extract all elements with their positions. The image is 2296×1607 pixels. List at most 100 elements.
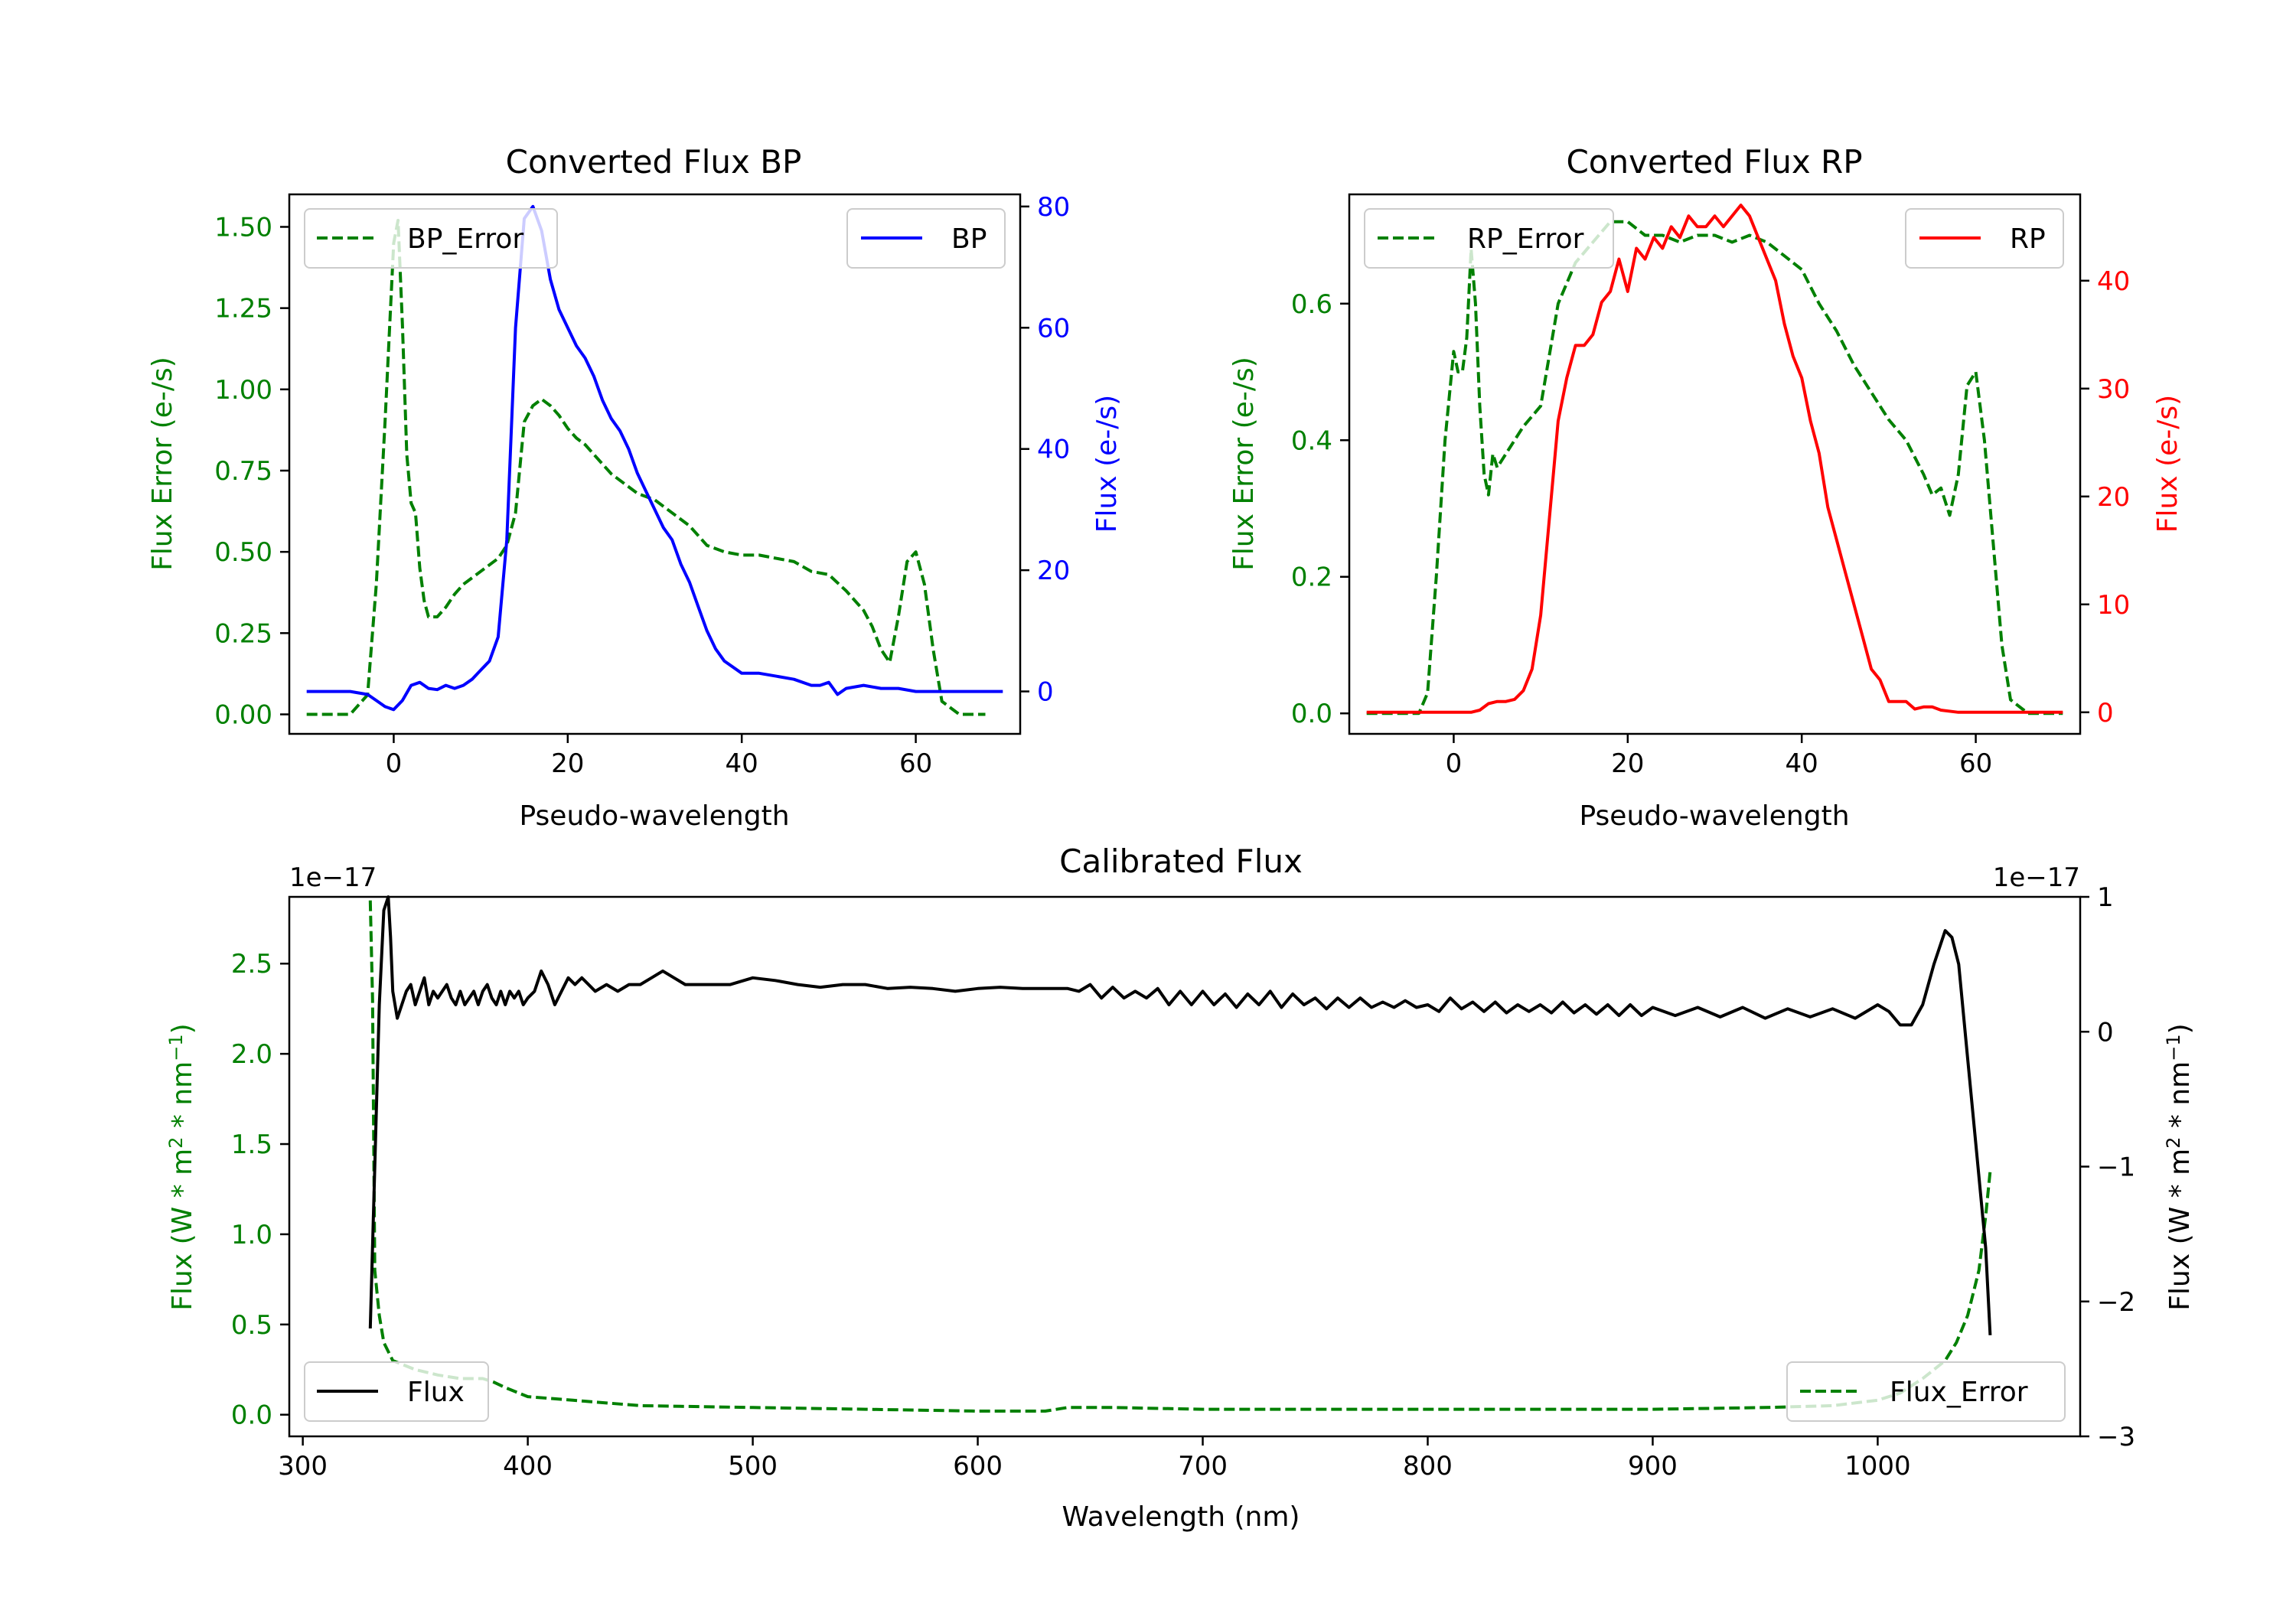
rp-x-ticks: 0 20 40 60 xyxy=(1446,734,1992,779)
rp-right-tick-label: 40 xyxy=(2097,266,2130,297)
rp-right-tick-label: 0 xyxy=(2097,698,2114,729)
bp-x-tick-label: 20 xyxy=(551,748,584,779)
bp-left-tick-label: 0.75 xyxy=(214,456,272,487)
calibrated-flux-legend[interactable]: Flux xyxy=(304,1361,489,1422)
bp-axes-frame xyxy=(288,193,1022,735)
rp-error-legend-label: RP_Error xyxy=(1467,223,1584,255)
bp-left-ticks: 0.00 0.25 0.50 0.75 1.00 1.25 1.50 xyxy=(214,212,289,731)
cal-left-tick-label: 0.0 xyxy=(231,1400,272,1431)
rp-legend-box xyxy=(1905,208,2064,269)
calibrated-left-axis-label: Flux (W * m2 * nm−1) xyxy=(165,1023,198,1310)
bp-x-axis-label: Pseudo-wavelength xyxy=(519,800,789,832)
calibrated-right-offset-text: 1e−17 xyxy=(1993,862,2080,893)
calibrated-right-axis-label: Flux (W * m2 * nm−1) xyxy=(2163,1023,2196,1310)
bp-right-tick-label: 80 xyxy=(1037,192,1070,223)
calibrated-x-axis-label: Wavelength (nm) xyxy=(1062,1501,1300,1533)
cal-right-tick-label: 0 xyxy=(2097,1017,2114,1048)
rp-error-legend[interactable]: RP_Error xyxy=(1364,208,1614,269)
cal-left-tick-label: 2.5 xyxy=(231,949,272,980)
rp-left-tick-label: 0.0 xyxy=(1291,699,1332,729)
calibrated-flux-legend-label: Flux xyxy=(407,1377,465,1408)
cal-series-flux-line xyxy=(368,895,1992,1335)
calibrated-chart-title: Calibrated Flux xyxy=(1059,843,1303,880)
rp-right-tick-label: 30 xyxy=(2097,374,2130,405)
cal-right-tick-label: 1 xyxy=(2097,882,2114,913)
cal-x-tick-label: 500 xyxy=(728,1451,778,1482)
cal-left-tick-label: 1.0 xyxy=(231,1220,272,1250)
bp-series-bp-error-line xyxy=(306,219,986,716)
bp-x-ticks: 0 20 40 60 xyxy=(386,734,932,779)
rp-x-tick-label: 40 xyxy=(1786,748,1818,779)
rp-right-tick-label: 10 xyxy=(2097,590,2130,621)
calibrated-error-legend[interactable]: Flux_Error xyxy=(1786,1361,2066,1422)
bp-left-tick-label: 1.25 xyxy=(214,294,272,324)
bp-left-tick-label: 0.50 xyxy=(214,537,272,568)
rp-legend-label: RP xyxy=(2010,223,2046,255)
rp-chart-title: Converted Flux RP xyxy=(1566,143,1862,181)
bp-error-legend[interactable]: BP_Error xyxy=(304,208,558,269)
calibrated-left-ticks: 0.0 0.5 1.0 1.5 2.0 2.5 xyxy=(231,949,289,1431)
bp-legend[interactable]: BP xyxy=(846,208,1006,269)
bp-plot-area xyxy=(306,204,1003,716)
rp-series-rp-error-line xyxy=(1366,220,2063,715)
cal-right-tick-label: −1 xyxy=(2097,1152,2135,1183)
rp-x-tick-label: 60 xyxy=(1959,748,1992,779)
bp-left-tick-label: 0.25 xyxy=(214,618,272,649)
bp-error-legend-label: BP_Error xyxy=(407,223,523,255)
cal-x-tick-label: 1000 xyxy=(1844,1451,1911,1482)
calibrated-chart: Calibrated Flux 1e−17 1e−17 300 400 500 600… xyxy=(165,843,2196,1533)
rp-left-tick-label: 0.2 xyxy=(1291,562,1332,593)
bp-left-tick-label: 1.50 xyxy=(214,212,272,243)
bp-series-bp-line xyxy=(306,204,1003,712)
bp-x-tick-label: 40 xyxy=(726,748,758,779)
cal-left-tick-label: 0.5 xyxy=(231,1310,272,1341)
rp-x-axis-label: Pseudo-wavelength xyxy=(1579,800,1849,832)
bp-legend-box xyxy=(846,208,1006,269)
rp-error-legend-box xyxy=(1364,208,1614,269)
bp-right-axis-label: Flux (e-/s) xyxy=(1091,395,1123,533)
rp-left-ticks: 0.0 0.2 0.4 0.6 xyxy=(1291,289,1349,729)
bp-x-tick-label: 60 xyxy=(899,748,932,779)
cal-left-tick-label: 1.5 xyxy=(231,1129,272,1160)
cal-right-tick-label: −3 xyxy=(2097,1422,2135,1452)
cal-x-tick-label: 300 xyxy=(278,1451,328,1482)
calibrated-right-ticks: −3 −2 −1 0 1 xyxy=(2080,882,2135,1452)
rp-right-tick-label: 20 xyxy=(2097,482,2130,513)
cal-x-tick-label: 400 xyxy=(503,1451,553,1482)
bp-x-tick-label: 0 xyxy=(386,748,403,779)
bp-right-tick-label: 20 xyxy=(1037,556,1070,586)
bp-chart-title: Converted Flux BP xyxy=(506,143,802,181)
rp-x-tick-label: 20 xyxy=(1611,748,1644,779)
rp-left-tick-label: 0.6 xyxy=(1291,289,1332,320)
rp-right-ticks: 0 10 20 30 40 xyxy=(2080,266,2130,729)
cal-x-tick-label: 800 xyxy=(1403,1451,1453,1482)
rp-series-rp-line xyxy=(1366,204,2063,714)
bp-right-tick-label: 60 xyxy=(1037,313,1070,344)
calibrated-error-legend-box xyxy=(1786,1361,2066,1422)
calibrated-left-offset-text: 1e−17 xyxy=(289,862,377,893)
rp-axes-frame xyxy=(1348,193,2082,735)
rp-x-tick-label: 0 xyxy=(1446,748,1463,779)
bp-right-ticks: 0 20 40 60 80 xyxy=(1020,192,1070,708)
cal-left-tick-label: 2.0 xyxy=(231,1039,272,1070)
bp-left-axis-label: Flux Error (e-/s) xyxy=(147,357,178,571)
bp-right-tick-label: 40 xyxy=(1037,435,1070,465)
rp-legend[interactable]: RP xyxy=(1905,208,2064,269)
calibrated-error-legend-label: Flux_Error xyxy=(1890,1377,2028,1408)
calibrated-flux-legend-box xyxy=(304,1361,489,1422)
bp-chart: Converted Flux BP 0 20 40 60 0.000.250.500.… xyxy=(147,143,1123,832)
bp-left-tick-label: 0.00 xyxy=(214,700,272,731)
calibrated-x-ticks: 300 400 500 600 700 800 900 1000 xyxy=(278,1436,1911,1482)
rp-plot-area xyxy=(1366,204,2063,715)
rp-right-axis-label: Flux (e-/s) xyxy=(2152,395,2183,533)
cal-right-tick-label: −2 xyxy=(2097,1287,2135,1318)
rp-left-tick-label: 0.4 xyxy=(1291,425,1332,456)
cal-x-tick-label: 600 xyxy=(953,1451,1003,1482)
cal-x-tick-label: 700 xyxy=(1178,1451,1228,1482)
bp-left-tick-label: 1.00 xyxy=(214,375,272,406)
bp-error-legend-box xyxy=(304,208,558,269)
rp-left-axis-label: Flux Error (e-/s) xyxy=(1228,357,1260,571)
bp-right-tick-label: 0 xyxy=(1037,677,1054,708)
bp-legend-label: BP xyxy=(951,223,987,255)
